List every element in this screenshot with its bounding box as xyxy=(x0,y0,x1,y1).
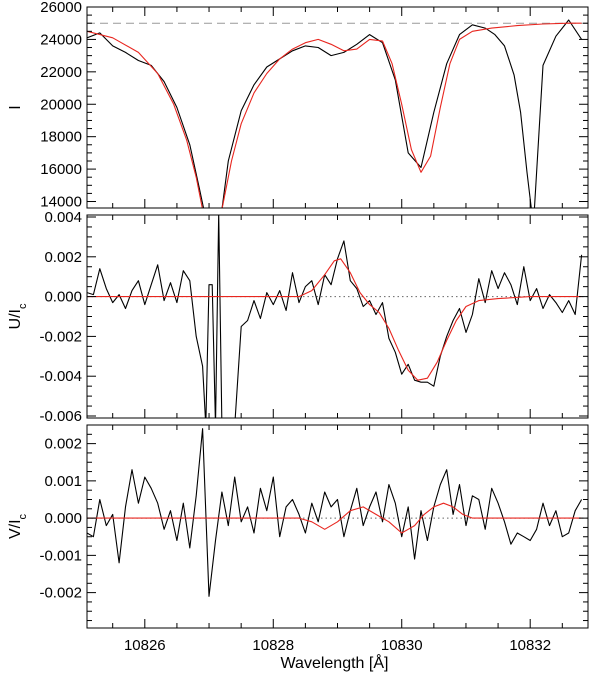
y-tick-label: -0.002 xyxy=(39,328,82,345)
x-tick-label: 10830 xyxy=(381,637,423,654)
observed-profile-line xyxy=(87,428,583,597)
y-tick-label: 16000 xyxy=(40,161,82,178)
plot-frame xyxy=(86,214,589,419)
y-tick-label: -0.006 xyxy=(39,408,82,425)
panel-stokes-u: -0.006 -0.004 -0.002 0.000 0.002 0.004 U/Ic xyxy=(7,209,589,425)
y-tick-label: -0.004 xyxy=(39,368,82,385)
y-axis-label: U/Ic xyxy=(7,303,29,329)
x-tick-label: 10832 xyxy=(509,637,551,654)
y-tick-label: -0.002 xyxy=(39,585,82,602)
plot-frame xyxy=(86,6,589,209)
y-tick-label: 20000 xyxy=(40,96,82,113)
y-tick-label: 0.000 xyxy=(44,289,82,306)
observed-profile-line xyxy=(87,215,583,418)
observed-profile-line xyxy=(87,19,583,208)
model-fit-line xyxy=(87,258,582,381)
y-tick-label: 0.002 xyxy=(44,249,82,266)
y-axis-label-subscript: c xyxy=(17,303,29,309)
y-tick-label: -0.001 xyxy=(39,547,82,564)
x-tick-label: 10828 xyxy=(252,637,294,654)
y-tick-label: 0.000 xyxy=(44,510,82,527)
y-tick-label: 26000 xyxy=(40,0,82,16)
y-axis-label-subscript: c xyxy=(17,513,29,519)
y-tick-label: 14000 xyxy=(40,194,82,211)
plot-frame xyxy=(86,424,589,629)
y-tick-label: 24000 xyxy=(40,31,82,48)
y-tick-label: 0.002 xyxy=(44,436,82,453)
panel-intensity: 14000 16000 18000 20000 22000 24000 26000 I xyxy=(7,0,589,211)
y-tick-label: 18000 xyxy=(40,129,82,146)
x-axis-label: Wavelength [Å] xyxy=(281,653,389,672)
x-tick-label: 10826 xyxy=(124,637,166,654)
model-fit-line xyxy=(87,22,582,208)
y-tick-label: 22000 xyxy=(40,64,82,81)
y-tick-label: 0.001 xyxy=(44,473,82,490)
panel-stokes-v: -0.002 -0.001 0.000 0.001 0.002 10826 10828 108… xyxy=(7,424,589,672)
y-axis-label: V/Ic xyxy=(7,513,29,539)
y-tick-label: 0.004 xyxy=(44,209,82,226)
model-fit-line xyxy=(87,502,582,534)
y-axis-label: I xyxy=(7,105,24,109)
